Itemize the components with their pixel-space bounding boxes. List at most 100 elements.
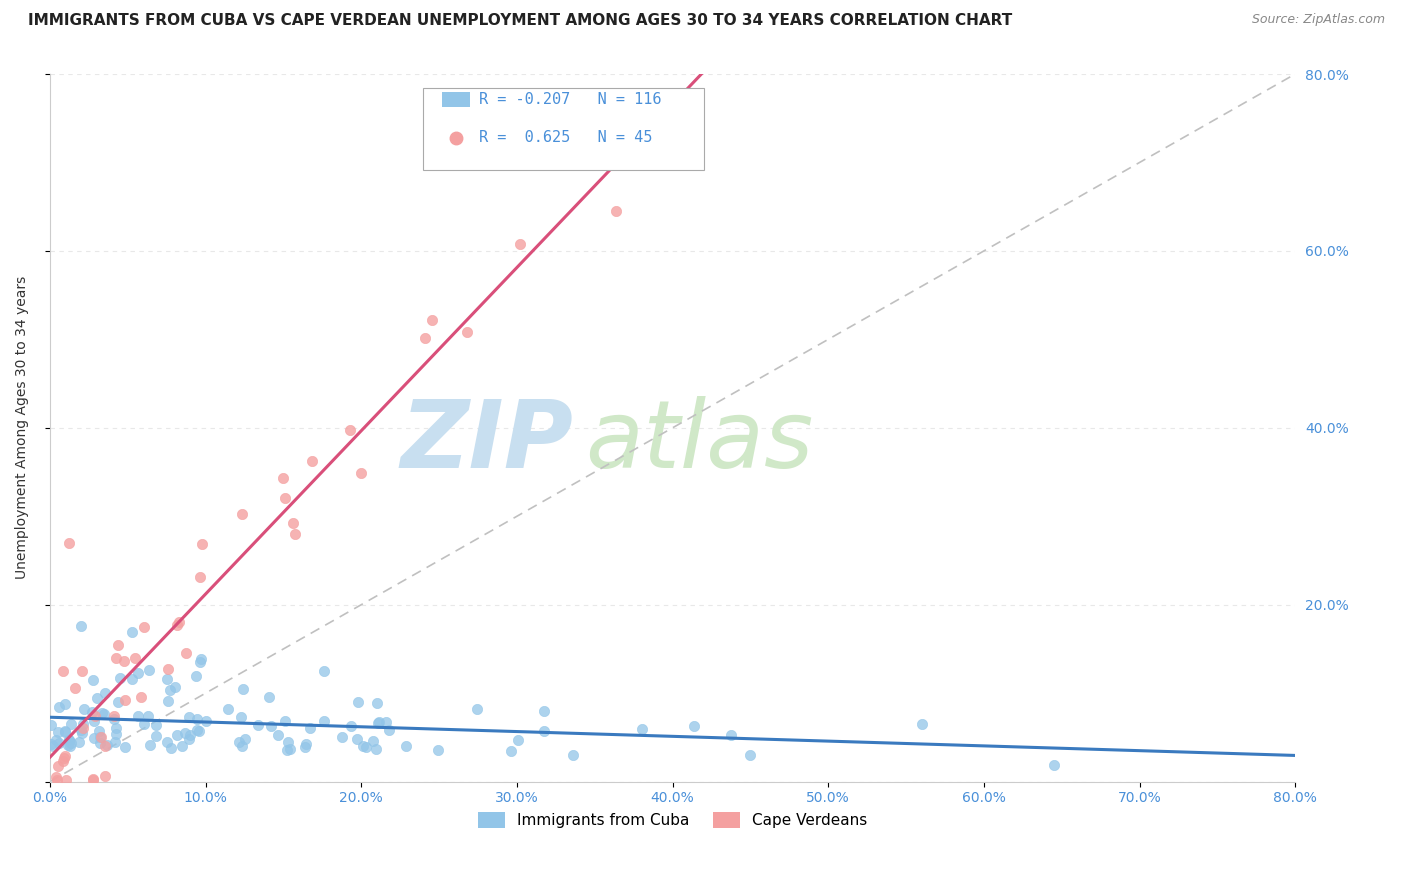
Point	[509, 237, 531, 252]
Point	[89, 730, 111, 744]
Point	[145, 729, 167, 743]
Point	[105, 727, 128, 741]
Point	[184, 669, 207, 683]
Point	[163, 680, 186, 694]
Point	[740, 747, 762, 762]
Point	[276, 743, 298, 757]
Point	[42, 739, 65, 753]
Point	[301, 453, 323, 467]
Point	[274, 491, 297, 505]
Point	[228, 735, 250, 749]
Point	[166, 728, 188, 742]
Point	[89, 723, 111, 738]
Point	[179, 728, 201, 742]
Point	[46, 758, 69, 772]
Point	[83, 731, 105, 745]
Point	[506, 733, 529, 747]
Point	[58, 732, 80, 747]
Point	[94, 686, 117, 700]
Point	[112, 654, 135, 668]
Point	[167, 615, 190, 629]
Point	[284, 527, 307, 541]
Point	[48, 736, 70, 750]
Point	[93, 769, 115, 783]
Point	[277, 735, 299, 749]
Point	[257, 690, 280, 704]
Point	[55, 772, 77, 787]
Point	[145, 718, 167, 732]
Point	[533, 704, 555, 718]
Point	[132, 716, 155, 731]
Point	[186, 723, 208, 738]
Point	[103, 709, 125, 723]
Point	[187, 723, 209, 738]
Point	[52, 755, 75, 769]
Point	[420, 312, 443, 326]
Point	[375, 715, 398, 730]
Point	[156, 735, 179, 749]
Point	[121, 624, 143, 639]
Point	[217, 702, 239, 716]
Point	[347, 695, 370, 709]
Point	[174, 646, 197, 660]
Point	[114, 740, 136, 755]
Point	[58, 536, 80, 550]
Point	[233, 732, 256, 747]
Point	[104, 651, 127, 665]
Point	[157, 662, 180, 676]
Point	[426, 742, 449, 756]
Point	[280, 741, 302, 756]
Point	[194, 714, 217, 728]
Point	[59, 736, 82, 750]
Point	[82, 673, 104, 688]
Text: Source: ZipAtlas.com: Source: ZipAtlas.com	[1251, 13, 1385, 27]
Point	[260, 719, 283, 733]
Point	[58, 733, 80, 747]
Point	[378, 723, 401, 737]
Point	[229, 710, 252, 724]
Point	[177, 731, 200, 746]
Point	[90, 731, 112, 745]
Point	[330, 731, 353, 745]
Point	[86, 691, 108, 706]
Point	[354, 740, 377, 755]
Point	[82, 772, 104, 787]
Point	[295, 737, 318, 751]
Point	[82, 705, 104, 719]
Point	[104, 721, 127, 735]
Point	[159, 740, 181, 755]
Point	[273, 471, 295, 485]
Point	[191, 537, 214, 551]
FancyBboxPatch shape	[441, 92, 470, 107]
Point	[561, 747, 583, 762]
Point	[367, 715, 389, 730]
Point	[340, 719, 363, 733]
Point	[298, 721, 321, 735]
Point	[533, 723, 555, 738]
Point	[72, 721, 94, 735]
Point	[82, 772, 104, 786]
Point	[157, 693, 180, 707]
Point	[314, 664, 336, 678]
Text: R = -0.207   N = 116: R = -0.207 N = 116	[479, 92, 662, 107]
Legend: Immigrants from Cuba, Cape Verdeans: Immigrants from Cuba, Cape Verdeans	[471, 806, 873, 834]
Point	[339, 424, 361, 438]
Point	[314, 714, 336, 728]
Point	[159, 682, 181, 697]
Point	[274, 714, 297, 728]
Point	[89, 736, 111, 750]
Point	[41, 718, 63, 732]
Point	[352, 739, 374, 754]
Point	[127, 708, 149, 723]
Point	[70, 619, 93, 633]
Point	[1042, 758, 1064, 772]
Point	[53, 748, 76, 763]
Point	[52, 664, 75, 678]
Point	[127, 666, 149, 681]
Point	[72, 726, 94, 740]
Point	[170, 739, 193, 754]
Point	[631, 722, 654, 736]
Point	[93, 739, 115, 753]
Point	[174, 725, 197, 739]
Point	[231, 739, 253, 753]
